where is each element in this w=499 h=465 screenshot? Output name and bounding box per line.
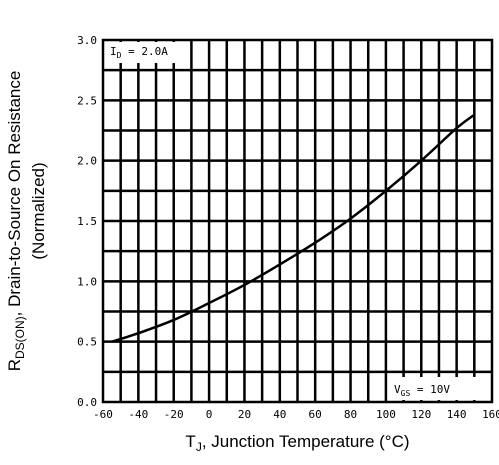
y-tick-label: 0.5	[77, 336, 97, 349]
y-tick-label: 2.5	[77, 94, 97, 107]
plot-frame	[101, 38, 494, 404]
series-line	[111, 113, 476, 343]
grid-lines	[103, 40, 492, 402]
id-annotation-box	[105, 42, 190, 63]
x-tick-label: -20	[164, 408, 184, 421]
x-tick-label: 120	[411, 408, 431, 421]
x-tick-label: 100	[376, 408, 396, 421]
x-tick-label: 160	[482, 408, 499, 421]
vgs-annotation: VGS = 10V	[394, 383, 450, 398]
x-tick-label: 0	[206, 408, 213, 421]
vgs-annotation-box	[390, 377, 490, 400]
x-tick-label: 40	[273, 408, 286, 421]
x-tick-label: 20	[238, 408, 251, 421]
x-axis-title: TJ, Junction Temperature (°C)	[185, 432, 409, 454]
y-axis-title: RDS(ON), Drain-to-Source On Resistance	[5, 71, 27, 372]
x-tick-label: 140	[447, 408, 467, 421]
x-tick-label: -60	[93, 408, 113, 421]
y-tick-label: 3.0	[77, 34, 97, 47]
x-tick-label: -40	[128, 408, 148, 421]
id-annotation: ID = 2.0A	[110, 45, 168, 60]
tick-labels: -60 -40 -20 0 20 40 60 80 100 120 140 160 0.0 0.5 1.0 1…	[77, 34, 499, 421]
y-tick-label: 2.0	[77, 155, 97, 168]
y-tick-label: 0.0	[77, 396, 97, 409]
x-tick-label: 80	[344, 408, 357, 421]
x-tick-label: 60	[309, 408, 322, 421]
y-tick-label: 1.0	[77, 275, 97, 288]
y-axis-title-line2: (Normalized)	[29, 162, 48, 259]
y-tick-label: 1.5	[77, 215, 97, 228]
